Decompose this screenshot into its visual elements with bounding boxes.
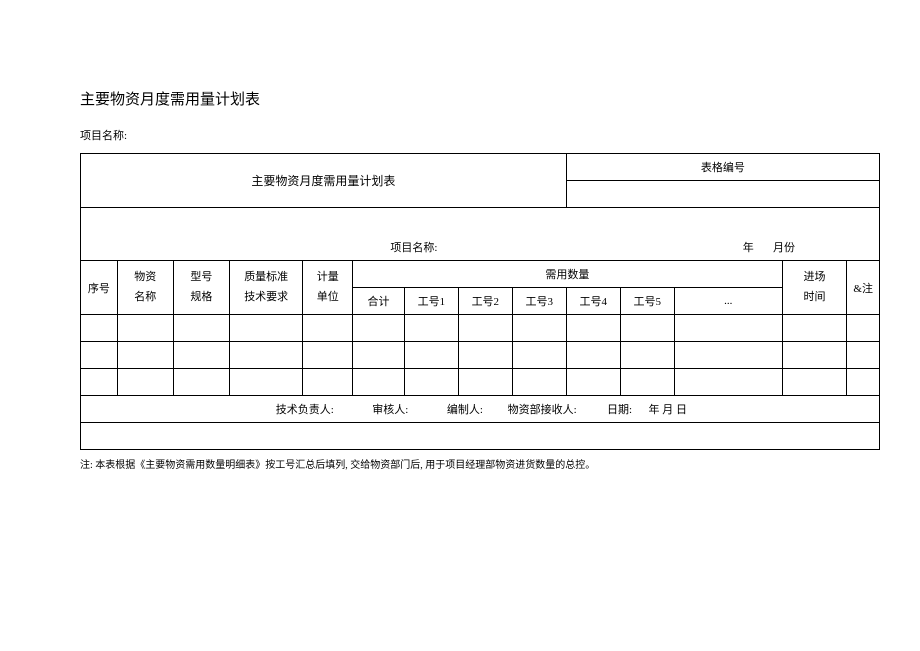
col-seq: 序号 [81,261,118,315]
col-unit: 计量 单位 [303,261,353,315]
col-quality: 质量标准 技术要求 [229,261,302,315]
table-row [81,342,880,369]
form-title-cell: 主要物资月度需用量计划表 [81,154,567,208]
col-w2: 工号2 [458,288,512,315]
tech-lead-label: 技术负责人: [276,404,334,416]
page: 主要物资月度需用量计划表 项目名称: 主要物资月度需用量计划表 表格编号 [0,0,920,651]
col-dots: ... [674,288,782,315]
reviewer-label: 审核人: [372,404,408,416]
date-value: 年 月 日 [649,404,688,416]
inner-project-label: 项目名称: [390,242,437,254]
table-number-label: 表格编号 [566,154,879,181]
col-total: 合计 [353,288,405,315]
table-row [81,369,880,396]
table-row [81,315,880,342]
footnote: 注: 本表根据《主要物资需用数量明细表》按工号汇总后填列, 交给物资部门后, 用… [80,456,880,471]
project-name-label-top: 项目名称: [80,127,880,143]
col-remark: &注 [847,261,880,315]
inner-project-line: 项目名称: 年 月份 [81,234,880,261]
col-demand-qty: 需用数量 [353,261,783,288]
col-w5: 工号5 [620,288,674,315]
compiler-label: 编制人: [447,404,483,416]
col-model: 型号 规格 [173,261,229,315]
main-form-table: 主要物资月度需用量计划表 表格编号 项目名称: 年 月份 序号 [80,153,880,450]
col-w4: 工号4 [566,288,620,315]
signature-row: 技术负责人: 审核人: 编制人: 物资部接收人: 日期: 年 月 日 [81,396,880,423]
document-title: 主要物资月度需用量计划表 [80,88,880,109]
col-w3: 工号3 [512,288,566,315]
year-label: 年 [743,242,754,254]
receiver-label: 物资部接收人: [508,404,577,416]
month-label: 月份 [773,242,795,254]
header-blank-area [81,208,880,235]
col-w1: 工号1 [404,288,458,315]
col-material-name: 物资 名称 [117,261,173,315]
date-label: 日期: [607,404,632,416]
footer-blank-row [81,423,880,450]
col-entry-time: 进场 时间 [782,261,847,315]
table-number-value [566,181,879,208]
